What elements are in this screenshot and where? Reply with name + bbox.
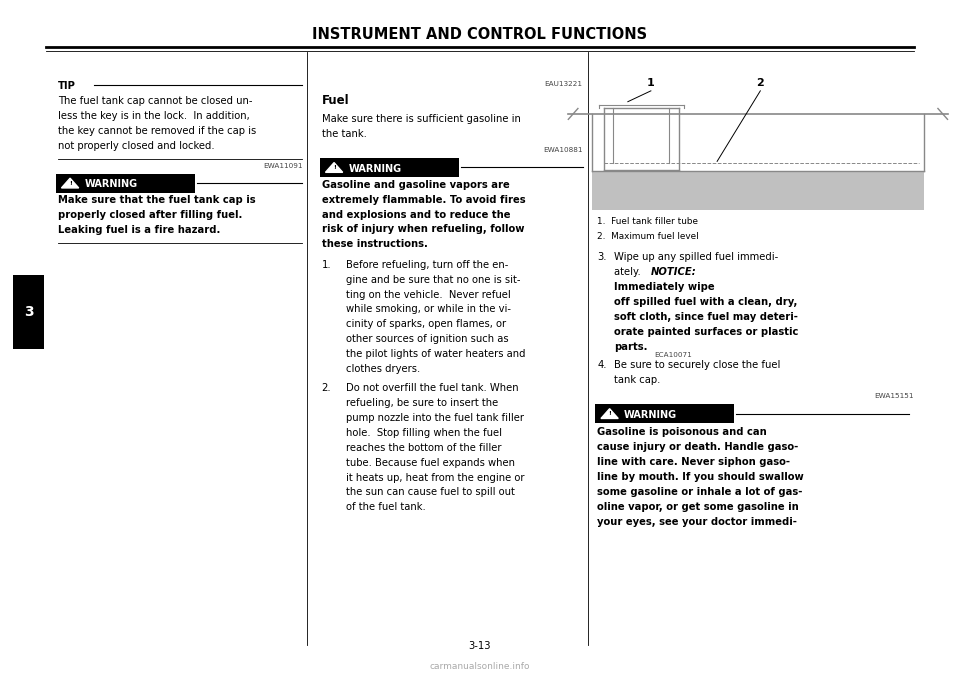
- Text: refueling, be sure to insert the: refueling, be sure to insert the: [346, 398, 498, 408]
- Text: EAU13221: EAU13221: [544, 81, 583, 87]
- Text: properly closed after filling fuel.: properly closed after filling fuel.: [58, 210, 242, 220]
- Text: EWA10881: EWA10881: [543, 147, 583, 153]
- Text: off spilled fuel with a clean, dry,: off spilled fuel with a clean, dry,: [614, 297, 798, 307]
- Text: 3-13: 3-13: [468, 641, 492, 651]
- Bar: [13, 275, 44, 349]
- Text: carmanualsonline.info: carmanualsonline.info: [430, 662, 530, 671]
- Text: !: !: [609, 412, 611, 416]
- Text: 2.  Maximum fuel level: 2. Maximum fuel level: [597, 232, 699, 241]
- Bar: [592, 171, 924, 210]
- Text: 3.: 3.: [597, 252, 607, 262]
- Text: Make sure there is sufficient gasoline in: Make sure there is sufficient gasoline i…: [322, 114, 520, 124]
- Text: 1: 1: [647, 78, 655, 88]
- Text: Before refueling, turn off the en-: Before refueling, turn off the en-: [346, 260, 508, 270]
- Text: 3: 3: [24, 305, 34, 319]
- Text: line with care. Never siphon gaso-: line with care. Never siphon gaso-: [597, 457, 790, 467]
- Text: pump nozzle into the fuel tank filler: pump nozzle into the fuel tank filler: [346, 413, 523, 423]
- Polygon shape: [601, 409, 618, 418]
- Text: Be sure to securely close the fuel: Be sure to securely close the fuel: [614, 360, 780, 370]
- Text: tank cap.: tank cap.: [614, 375, 660, 385]
- Text: WARNING: WARNING: [84, 180, 137, 189]
- Text: Immediately wipe: Immediately wipe: [614, 282, 715, 292]
- Text: WARNING: WARNING: [624, 410, 677, 420]
- Text: WARNING: WARNING: [348, 164, 401, 174]
- Text: parts.: parts.: [614, 342, 648, 352]
- Text: Do not overfill the fuel tank. When: Do not overfill the fuel tank. When: [346, 383, 518, 393]
- Text: and explosions and to reduce the: and explosions and to reduce the: [322, 210, 510, 220]
- Text: ECA10071: ECA10071: [655, 352, 692, 358]
- Text: the key cannot be removed if the cap is: the key cannot be removed if the cap is: [58, 126, 256, 136]
- Text: line by mouth. If you should swallow: line by mouth. If you should swallow: [597, 472, 804, 482]
- Text: orate painted surfaces or plastic: orate painted surfaces or plastic: [614, 327, 799, 337]
- Text: some gasoline or inhale a lot of gas-: some gasoline or inhale a lot of gas-: [597, 487, 803, 497]
- Text: Wipe up any spilled fuel immedi-: Wipe up any spilled fuel immedi-: [614, 252, 779, 262]
- Text: NOTICE:: NOTICE:: [651, 267, 697, 277]
- Text: while smoking, or while in the vi-: while smoking, or while in the vi-: [346, 304, 511, 315]
- Text: 2: 2: [756, 78, 764, 88]
- Text: hole.  Stop filling when the fuel: hole. Stop filling when the fuel: [346, 428, 501, 438]
- Text: ately.: ately.: [614, 267, 644, 277]
- Text: Fuel: Fuel: [322, 94, 349, 106]
- Bar: [56, 174, 195, 193]
- Text: cause injury or death. Handle gaso-: cause injury or death. Handle gaso-: [597, 442, 799, 452]
- Text: EWA11091: EWA11091: [263, 163, 302, 169]
- Text: other sources of ignition such as: other sources of ignition such as: [346, 334, 508, 344]
- Text: Leaking fuel is a fire hazard.: Leaking fuel is a fire hazard.: [58, 225, 220, 235]
- Text: gine and be sure that no one is sit-: gine and be sure that no one is sit-: [346, 275, 520, 285]
- Text: oline vapor, or get some gasoline in: oline vapor, or get some gasoline in: [597, 502, 799, 512]
- Text: of the fuel tank.: of the fuel tank.: [346, 502, 425, 513]
- Text: Make sure that the fuel tank cap is: Make sure that the fuel tank cap is: [58, 195, 255, 205]
- Text: cinity of sparks, open flames, or: cinity of sparks, open flames, or: [346, 319, 506, 330]
- Text: Gasoline and gasoline vapors are: Gasoline and gasoline vapors are: [322, 180, 510, 190]
- Text: clothes dryers.: clothes dryers.: [346, 364, 420, 374]
- Text: INSTRUMENT AND CONTROL FUNCTIONS: INSTRUMENT AND CONTROL FUNCTIONS: [312, 27, 648, 42]
- Text: the tank.: the tank.: [322, 129, 367, 139]
- Text: not properly closed and locked.: not properly closed and locked.: [58, 141, 214, 151]
- Text: ting on the vehicle.  Never refuel: ting on the vehicle. Never refuel: [346, 290, 511, 300]
- Text: extremely flammable. To avoid fires: extremely flammable. To avoid fires: [322, 195, 525, 205]
- Text: 1.  Fuel tank filler tube: 1. Fuel tank filler tube: [597, 217, 698, 226]
- Text: reaches the bottom of the filler: reaches the bottom of the filler: [346, 443, 501, 453]
- Bar: [595, 404, 734, 423]
- Text: the pilot lights of water heaters and: the pilot lights of water heaters and: [346, 349, 525, 359]
- Text: the sun can cause fuel to spill out: the sun can cause fuel to spill out: [346, 487, 515, 498]
- Text: EWA15151: EWA15151: [875, 393, 914, 399]
- Text: risk of injury when refueling, follow: risk of injury when refueling, follow: [322, 224, 524, 235]
- Text: it heats up, heat from the engine or: it heats up, heat from the engine or: [346, 473, 524, 483]
- Text: 2.: 2.: [322, 383, 331, 393]
- Polygon shape: [325, 163, 343, 172]
- Polygon shape: [61, 178, 79, 188]
- Text: The fuel tank cap cannot be closed un-: The fuel tank cap cannot be closed un-: [58, 96, 252, 106]
- Text: !: !: [333, 165, 335, 170]
- Text: Gasoline is poisonous and can: Gasoline is poisonous and can: [597, 427, 767, 437]
- Text: !: !: [69, 181, 71, 186]
- Text: TIP: TIP: [58, 81, 76, 92]
- Text: soft cloth, since fuel may deteri-: soft cloth, since fuel may deteri-: [614, 312, 799, 322]
- Text: 4.: 4.: [597, 360, 607, 370]
- Text: less the key is in the lock.  In addition,: less the key is in the lock. In addition…: [58, 111, 250, 121]
- Text: tube. Because fuel expands when: tube. Because fuel expands when: [346, 458, 515, 468]
- Text: these instructions.: these instructions.: [322, 239, 427, 250]
- Bar: [320, 158, 459, 177]
- Text: your eyes, see your doctor immedi-: your eyes, see your doctor immedi-: [597, 517, 797, 527]
- Text: 1.: 1.: [322, 260, 331, 270]
